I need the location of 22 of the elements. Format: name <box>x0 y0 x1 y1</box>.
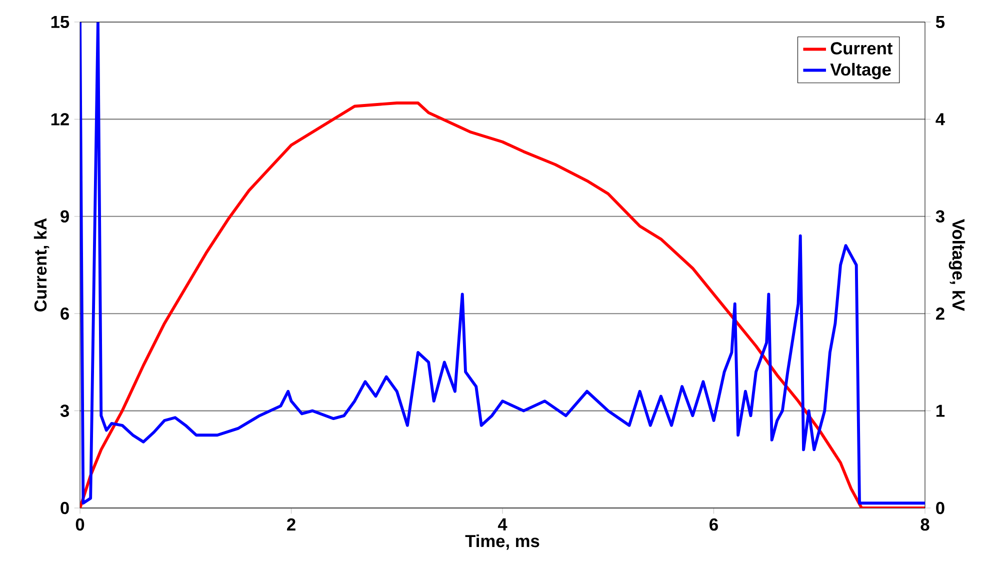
x-tick-label: 0 <box>76 518 84 531</box>
y-tick-label: 15 <box>51 16 70 28</box>
y2-tick-label: 5 <box>936 16 945 28</box>
legend-label: Current <box>830 42 892 54</box>
x-tick-label: 8 <box>920 518 930 531</box>
x-tick-label: 4 <box>498 518 508 530</box>
y2-tick-label: 0 <box>936 502 944 514</box>
legend-label: Voltage <box>830 62 891 80</box>
y-tick-label: 3 <box>60 404 69 417</box>
y-tick-label: 12 <box>51 113 69 126</box>
x-axis-title: Time, ms <box>465 534 540 550</box>
y2-tick-label: 3 <box>936 210 944 223</box>
x-tick-label: 2 <box>287 518 296 531</box>
y2-tick-label: 2 <box>936 308 944 320</box>
y-tick-label: 6 <box>60 307 69 320</box>
y2-axis-title: Voltage, kV <box>948 219 966 311</box>
x-tick-label: 6 <box>710 518 718 531</box>
y-axis-title: Current, kA <box>34 218 50 312</box>
y-tick-label: 0 <box>60 502 69 514</box>
y-tick-label: 9 <box>60 210 69 223</box>
y2-tick-label: 1 <box>936 404 945 417</box>
y2-tick-label: 4 <box>936 113 945 126</box>
